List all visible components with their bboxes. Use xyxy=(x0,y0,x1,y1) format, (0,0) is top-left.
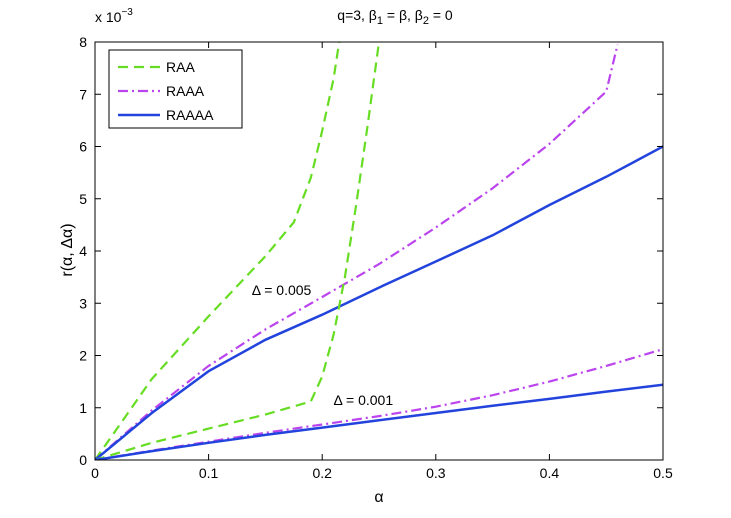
y-tick-label: 2 xyxy=(79,348,87,364)
y-tick-label: 5 xyxy=(79,191,87,207)
legend-label-raa: RAA xyxy=(166,59,195,75)
y-tick-label: 3 xyxy=(79,295,87,311)
x-tick-label: 0.3 xyxy=(426,465,446,481)
y-tick-label: 0 xyxy=(79,452,87,468)
x-tick-label: 0.5 xyxy=(653,465,673,481)
y-tick-label: 8 xyxy=(79,34,87,50)
series-layer xyxy=(95,42,663,460)
title-sub1: 1 xyxy=(377,15,383,27)
series-line-raa-0 xyxy=(95,42,341,460)
annotation-delta-0005: Δ = 0.005 xyxy=(252,282,312,298)
legend-label-raaaa: RAAAA xyxy=(166,107,214,123)
legend: RAA RAAA RAAAA xyxy=(108,49,243,129)
annotation-delta-0001: Δ = 0.001 xyxy=(334,392,394,408)
legend-label-raaa: RAAA xyxy=(166,83,205,99)
series-line-raa-3 xyxy=(95,42,381,460)
title-sub2: 2 xyxy=(423,15,429,27)
y-tick-label: 4 xyxy=(79,243,87,259)
y-tick-label: 6 xyxy=(79,139,87,155)
y-exponent: x 10−3 xyxy=(95,7,133,25)
ticks-layer: 0 0.1 0.2 0.3 0.4 0.5 0 1 2 3 4 5 6 7 8 xyxy=(79,34,673,481)
title-mid: = β, β xyxy=(383,7,423,23)
y-axis-label: r(α, Δα) xyxy=(59,223,76,276)
x-tick-label: 0.2 xyxy=(312,465,332,481)
y-exponent-power: −3 xyxy=(121,7,133,18)
series-line-raaaa-2 xyxy=(95,145,663,460)
x-axis-label: α xyxy=(374,489,383,506)
series-line-raaa-1 xyxy=(95,44,619,460)
y-exponent-base: x 10 xyxy=(95,9,122,25)
title-base: q=3, β xyxy=(337,7,377,23)
y-tick-label: 7 xyxy=(79,86,87,102)
chart-title: q=3, β1 = β, β2 = 0 xyxy=(337,7,453,27)
title-tail: = 0 xyxy=(429,7,453,23)
y-tick-label: 1 xyxy=(79,400,87,416)
x-tick-label: 0.4 xyxy=(540,465,560,481)
x-tick-label: 0 xyxy=(91,465,99,481)
x-tick-label: 0.1 xyxy=(199,465,219,481)
series-line-raaaa-5 xyxy=(95,383,663,460)
